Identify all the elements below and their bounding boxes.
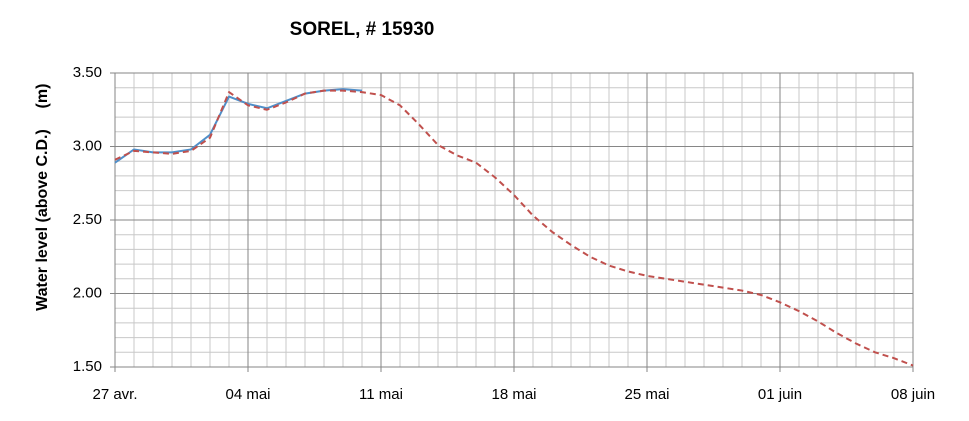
x-tick-label: 01 juin [758, 386, 802, 403]
y-tick-label: 2.00 [73, 284, 102, 301]
x-tick-label: 08 juin [891, 386, 935, 403]
x-tick-label: 11 mai [359, 386, 403, 403]
y-tick-label: 1.50 [73, 358, 102, 375]
x-tick-label: 27 avr. [92, 386, 137, 403]
x-tick-label: 25 mai [624, 386, 669, 403]
series-line [114, 89, 914, 367]
y-unit-label: (m) [34, 84, 51, 109]
y-axis-label: Water level (above C.D.) [34, 129, 51, 311]
y-tick-label: 2.50 [73, 211, 102, 228]
y-tick-label: 3.50 [73, 64, 102, 81]
x-tick-label: 18 mai [491, 386, 536, 403]
y-tick-label: 3.00 [73, 137, 102, 154]
chart-title: SOREL, # 15930 [290, 19, 435, 40]
plot-frame [114, 72, 914, 368]
x-tick-label: 04 mai [225, 386, 270, 403]
